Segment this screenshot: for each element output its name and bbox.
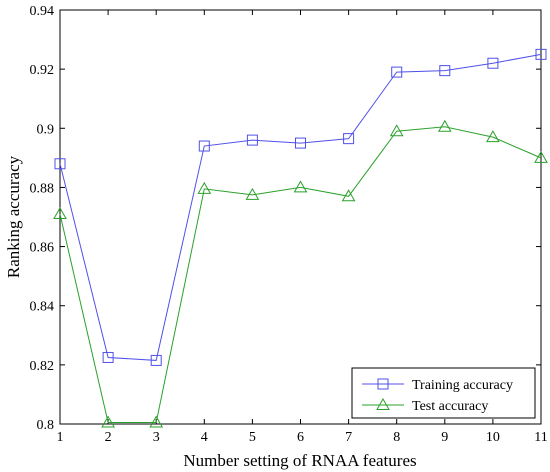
data-point [246, 134, 258, 146]
series-line [59, 126, 542, 424]
x-axis-label: Number setting of RNAA features [183, 451, 416, 470]
data-point [150, 354, 162, 366]
data-point [341, 189, 356, 202]
x-tick-label: 4 [201, 430, 208, 445]
data-point [198, 140, 210, 152]
series-1 [54, 48, 547, 366]
x-tick-label: 8 [393, 430, 400, 445]
data-point [54, 158, 66, 170]
x-tick-label: 7 [345, 430, 352, 445]
data-point [534, 150, 548, 163]
x-tick-label: 9 [441, 430, 448, 445]
legend-entry: Test accuracy [362, 397, 488, 414]
data-point [245, 187, 260, 200]
data-point [101, 415, 115, 428]
x-axis: 1 2 3 4 5 6 7 8 9 10 11 [57, 10, 548, 445]
y-tick-label: 0.82 [30, 359, 55, 374]
data-point [535, 48, 547, 60]
y-tick-label: 0.88 [30, 181, 55, 196]
x-tick-label: 10 [486, 430, 500, 445]
data-point [486, 130, 500, 143]
data-point [439, 65, 451, 77]
series-layer [53, 48, 548, 428]
legend-marker [377, 378, 389, 390]
legend-entry: Training accuracy [362, 378, 513, 393]
data-point [53, 207, 67, 220]
data-point [437, 119, 452, 132]
data-point [389, 124, 404, 137]
x-tick-label: 11 [534, 430, 547, 445]
legend-label: Test accuracy [412, 399, 488, 414]
y-tick-label: 0.9 [37, 122, 55, 137]
series-line [59, 53, 542, 361]
legend-label: Training accuracy [412, 378, 513, 393]
data-point [295, 137, 306, 149]
x-tick-label: 6 [297, 430, 304, 445]
data-point [343, 133, 355, 145]
y-tick-label: 0.94 [30, 4, 55, 19]
y-tick-label: 0.92 [30, 63, 55, 78]
data-point [102, 351, 114, 363]
legend: Training accuracy Test accuracy [351, 367, 536, 419]
plot-area [59, 9, 542, 425]
x-tick-label: 5 [249, 430, 256, 445]
data-point [293, 180, 308, 193]
data-point [197, 181, 212, 194]
legend-marker [376, 397, 390, 410]
x-tick-label: 1 [57, 430, 64, 445]
x-tick-label: 3 [153, 430, 160, 445]
data-point [487, 57, 499, 69]
y-tick-label: 0.8 [37, 418, 55, 433]
series-2 [53, 119, 548, 428]
y-axis: 0.8 0.82 0.84 0.86 0.88 0.9 0.92 0.94 [30, 4, 541, 433]
x-tick-label: 2 [105, 430, 112, 445]
y-tick-label: 0.84 [30, 300, 55, 315]
data-point [391, 66, 403, 78]
y-tick-label: 0.86 [30, 241, 55, 256]
y-axis-label: Ranking accuracy [4, 155, 23, 278]
data-point [149, 415, 164, 428]
